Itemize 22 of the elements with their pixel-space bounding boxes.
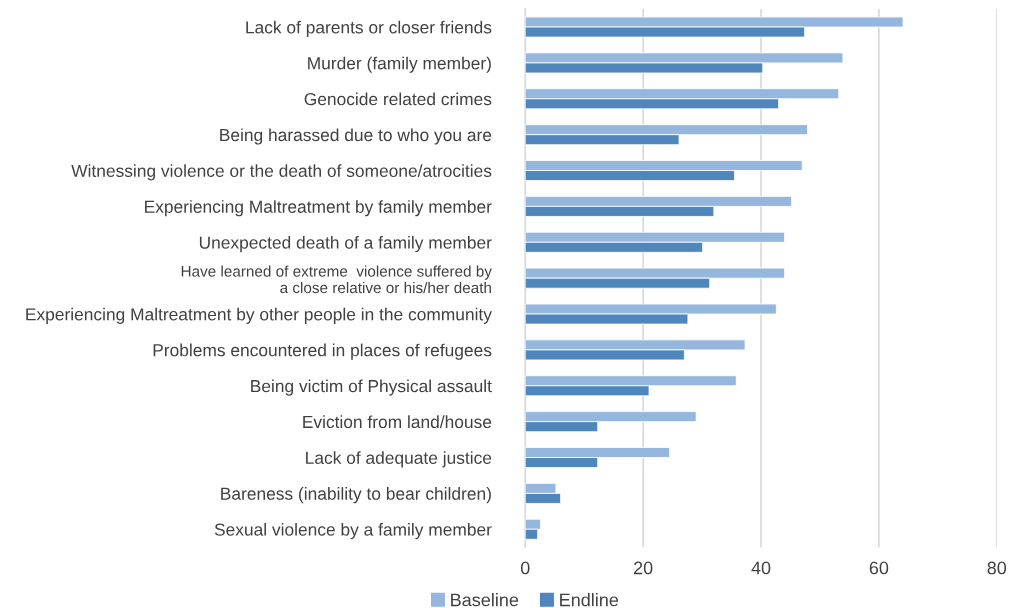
y-tick-label: Eviction from land/house [303, 415, 492, 429]
y-tick-label: Unexpected death of a family member [199, 236, 492, 253]
x-tick-label: 60 [869, 561, 889, 575]
y-tick-label: Being harassed due to who you are [220, 128, 492, 145]
y-tick-label: Have learned of extreme violence suffered by a close relative or his/her death [181, 265, 492, 294]
y-tick-label: Experiencing Maltreatment by family member [145, 200, 492, 217]
y-tick-label: Problems encountered in places of refugees [153, 343, 492, 360]
y-tick-label: Bareness (inability to bear children) [221, 487, 491, 504]
x-tick-label: 20 [634, 561, 653, 575]
y-tick-label: Genocide related crimes [304, 92, 492, 106]
y-tick-label: Witnessing violence or the death of someone/atrocities [71, 164, 492, 181]
y-tick-label: Lack of parents or closer friends [246, 20, 492, 37]
x-tick-label: 80 [987, 561, 1007, 575]
legend-label: Endline [560, 593, 619, 607]
y-tick-label: Experiencing Maltreatment by other people in the community [26, 307, 492, 324]
y-tick-label: Lack of adequate justice [306, 451, 492, 468]
y-tick-label: Being victim of Physical assault [251, 379, 492, 396]
legend-label: Baseline [451, 593, 519, 607]
y-tick-label: Sexual violence by a family member [214, 522, 492, 540]
x-tick-label: 40 [751, 561, 771, 575]
x-tick-label: 0 [520, 561, 530, 575]
y-tick-label: Murder (family member) [308, 56, 491, 73]
